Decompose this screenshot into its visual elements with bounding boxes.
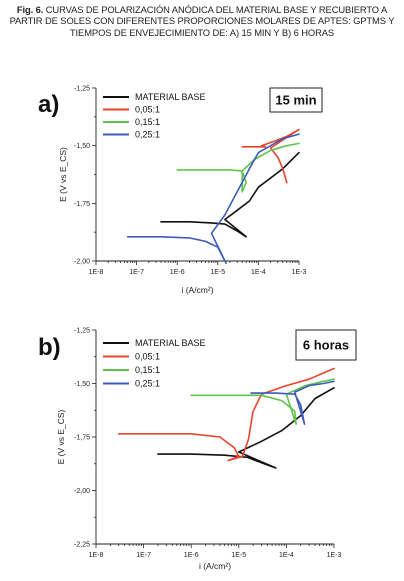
figure-caption: Fig. 6. CURVAS DE POLARIZACIÓN ANÓDICA D…: [4, 4, 400, 38]
x-tick-label: 1E-7: [129, 269, 144, 276]
panel-label: b): [38, 334, 61, 361]
legend-label: MATERIAL BASE: [135, 338, 206, 348]
time-label: 6 horas: [303, 338, 349, 353]
y-tick-label: -1,25: [74, 86, 90, 93]
series-line-2: [190, 378, 335, 425]
legend-label: 0,05:1: [135, 352, 160, 362]
series-line-3: [250, 380, 335, 425]
chart-panel-b: 1E-8 1E-7 1E-6 1E-5 1E-4 1E-3 -1,25 -1,50 -1,75 -…: [38, 328, 357, 571]
series-line-0: [160, 151, 300, 238]
y-tick-label: -1,50: [74, 143, 90, 150]
time-label-box: [269, 87, 323, 113]
y-tick-label: -2,00: [74, 259, 90, 266]
x-tick-label: 1E-5: [210, 269, 225, 276]
x-tick-label: 1E-4: [279, 552, 294, 559]
y-tick-label: -1,50: [74, 381, 90, 388]
x-axis-label: i (A/cm²): [199, 561, 231, 571]
x-tick-label: 1E-6: [170, 269, 185, 276]
series-line-1: [241, 128, 300, 184]
y-tick-label: -1,75: [74, 435, 90, 442]
legend-label: 0,25:1: [135, 130, 160, 140]
legend-label: 0,15:1: [135, 365, 160, 375]
figure-caption-text: CURVAS DE POLARIZACIÓN ANÓDICA DEL MATER…: [9, 4, 395, 38]
x-tick-label: 1E-3: [292, 269, 307, 276]
time-label: 15 min: [275, 93, 316, 108]
x-tick-label: 1E-8: [89, 269, 104, 276]
axis-frame: [95, 88, 299, 262]
figure-number: Fig. 6.: [16, 4, 44, 15]
x-tick-label: 1E-8: [89, 552, 104, 559]
x-axis-label: i (A/cm²): [181, 285, 213, 295]
legend-label: 0,05:1: [135, 105, 160, 115]
x-tick-label: 1E-7: [136, 552, 151, 559]
x-tick-label: 1E-6: [184, 552, 199, 559]
series-line-2: [176, 142, 300, 193]
y-tick-label: -2,25: [74, 542, 90, 549]
x-tick-label: 1E-4: [251, 269, 266, 276]
series-line-1: [117, 367, 335, 462]
chart-panel-a: 1E-8 1E-7 1E-6 1E-5 1E-4 1E-3 -1,25 -1,50 -1,75 -…: [38, 86, 323, 295]
time-label-box: [295, 329, 357, 361]
legend-label: 0,15:1: [135, 117, 160, 127]
y-tick-label: -1,75: [74, 201, 90, 208]
y-tick-label: -1,25: [74, 328, 90, 335]
y-tick-label: -2,00: [74, 488, 90, 495]
y-axis-label: E (V vs E_CS): [58, 147, 68, 202]
legend-label: MATERIAL BASE: [135, 92, 206, 102]
x-tick-label: 1E-3: [327, 552, 342, 559]
legend-label: 0,25:1: [135, 379, 160, 389]
x-tick-label: 1E-5: [231, 552, 246, 559]
series-line-3: [126, 133, 300, 265]
y-axis-label: E (V vs E_CS): [56, 409, 66, 464]
panel-label: a): [38, 91, 59, 118]
series-line-0: [157, 387, 335, 469]
